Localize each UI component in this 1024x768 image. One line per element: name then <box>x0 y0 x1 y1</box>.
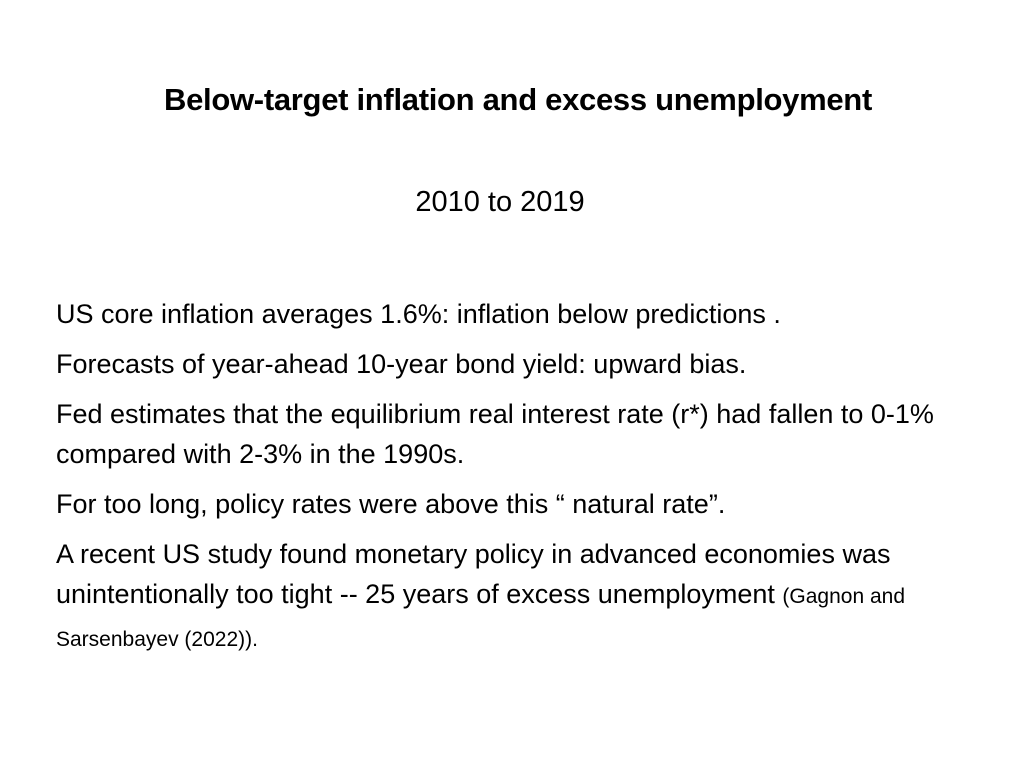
paragraph-core-inflation: US core inflation averages 1.6%: inflati… <box>56 299 781 329</box>
paragraph-bond-yield: Forecasts of year-ahead 10-year bond yie… <box>56 349 747 379</box>
citation: (Gagnon and Sarsenbayev (2022)). <box>56 585 906 651</box>
paragraph-policy-rates: For too long, policy rates were above th… <box>56 489 726 519</box>
paragraph-us-study: A recent US study found monetary policy … <box>56 534 956 660</box>
slide-title: Below-target inflation and excess unempl… <box>164 82 872 117</box>
paragraph-us-study-text: A recent US study found monetary policy … <box>56 539 891 609</box>
slide-subtitle: 2010 to 2019 <box>415 186 585 218</box>
paragraph-equilibrium-rate: Fed estimates that the equilibrium real … <box>56 399 934 469</box>
slide-body: US core inflation averages 1.6%: inflati… <box>56 294 956 670</box>
